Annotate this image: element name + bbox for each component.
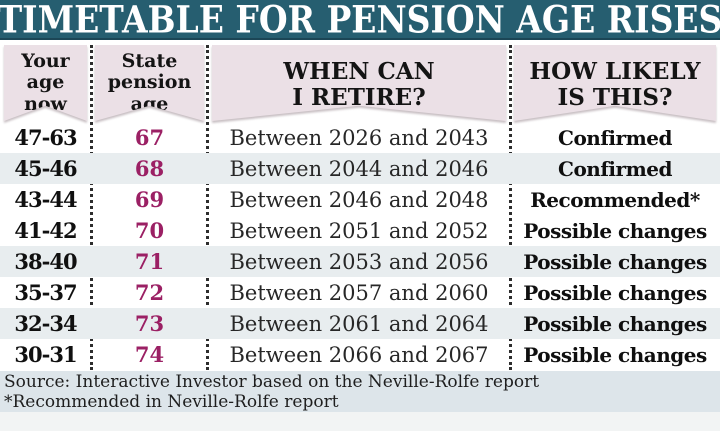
cell-age-now: 41-42 xyxy=(14,218,77,243)
cell-retire-window: Between 2066 and 2067 xyxy=(229,342,489,367)
header-cell-when-can-i-retire: WHEN CAN I RETIRE? xyxy=(212,45,506,121)
header-banner: State pension age xyxy=(95,45,204,121)
header-cell-state-pension-age: State pension age xyxy=(95,45,204,121)
cell-likelihood: Possible changes xyxy=(523,311,707,336)
header-cell-your-age-now: Your age now xyxy=(4,45,87,121)
table-row: 35-37 72 Between 2057 and 2060 Possible … xyxy=(0,277,720,308)
cell-retire-window: Between 2051 and 2052 xyxy=(229,218,489,243)
cell-pension-age: 68 xyxy=(134,156,165,181)
page-title: TIMETABLE FOR PENSION AGE RISES xyxy=(0,0,720,41)
cell-age-now: 45-46 xyxy=(14,156,77,181)
cell-pension-age: 74 xyxy=(134,342,165,367)
cell-likelihood: Possible changes xyxy=(523,249,707,274)
table-header-row: Your age now State pension age WHEN CAN … xyxy=(0,45,720,121)
cell-likelihood: Possible changes xyxy=(523,280,707,305)
cell-age-now: 38-40 xyxy=(14,249,77,274)
cell-pension-age: 71 xyxy=(134,249,165,274)
table-row: 30-31 74 Between 2066 and 2067 Possible … xyxy=(0,339,720,370)
cell-pension-age: 72 xyxy=(134,280,165,305)
cell-age-now: 47-63 xyxy=(14,125,77,150)
table-row: 38-40 71 Between 2053 and 2056 Possible … xyxy=(0,246,720,277)
source-line: Source: Interactive Investor based on th… xyxy=(4,372,540,392)
cell-age-now: 43-44 xyxy=(14,187,77,212)
header-cell-how-likely-is-this: HOW LIKELY IS THIS? xyxy=(514,45,716,121)
cell-retire-window: Between 2044 and 2046 xyxy=(229,156,489,181)
table-body: 47-63 67 Between 2026 and 2043 Confirmed… xyxy=(0,122,720,370)
cell-pension-age: 73 xyxy=(134,311,165,336)
header-label-when-can-i-retire: WHEN CAN I RETIRE? xyxy=(283,58,435,111)
cell-pension-age: 67 xyxy=(134,125,165,150)
column-separator-3 xyxy=(509,45,512,370)
cell-likelihood: Recommended* xyxy=(530,187,700,212)
cell-retire-window: Between 2026 and 2043 xyxy=(229,125,489,150)
cell-likelihood: Possible changes xyxy=(523,218,707,243)
cell-retire-window: Between 2046 and 2048 xyxy=(229,187,489,212)
header-label-state-pension-age: State pension age xyxy=(107,50,192,115)
cell-retire-window: Between 2057 and 2060 xyxy=(229,280,489,305)
header-banner: HOW LIKELY IS THIS? xyxy=(514,45,716,121)
footer: Source: Interactive Investor based on th… xyxy=(0,371,720,412)
table-row: 45-46 68 Between 2044 and 2046 Confirmed xyxy=(0,153,720,184)
cell-likelihood: Confirmed xyxy=(558,125,672,150)
table-row: 43-44 69 Between 2046 and 2048 Recommend… xyxy=(0,184,720,215)
header-banner: WHEN CAN I RETIRE? xyxy=(212,45,506,121)
cell-pension-age: 70 xyxy=(134,218,165,243)
table-row: 41-42 70 Between 2051 and 2052 Possible … xyxy=(0,215,720,246)
column-separator-1 xyxy=(90,45,93,370)
footnote-line: *Recommended in Neville-Rolfe report xyxy=(4,392,339,412)
table-row: 32-34 73 Between 2061 and 2064 Possible … xyxy=(0,308,720,339)
table-row: 47-63 67 Between 2026 and 2043 Confirmed xyxy=(0,122,720,153)
cell-pension-age: 69 xyxy=(134,187,165,212)
cell-age-now: 30-31 xyxy=(14,342,77,367)
header-banner: Your age now xyxy=(4,45,87,121)
cell-likelihood: Possible changes xyxy=(523,342,707,367)
cell-age-now: 35-37 xyxy=(14,280,77,305)
cell-retire-window: Between 2061 and 2064 xyxy=(229,311,489,336)
cell-retire-window: Between 2053 and 2056 xyxy=(229,249,489,274)
header-label-how-likely-is-this: HOW LIKELY IS THIS? xyxy=(529,58,701,111)
cell-age-now: 32-34 xyxy=(14,311,77,336)
title-bar: TIMETABLE FOR PENSION AGE RISES xyxy=(0,0,720,41)
cell-likelihood: Confirmed xyxy=(558,156,672,181)
column-separator-2 xyxy=(206,45,209,370)
header-label-your-age-now: Your age now xyxy=(21,50,70,115)
